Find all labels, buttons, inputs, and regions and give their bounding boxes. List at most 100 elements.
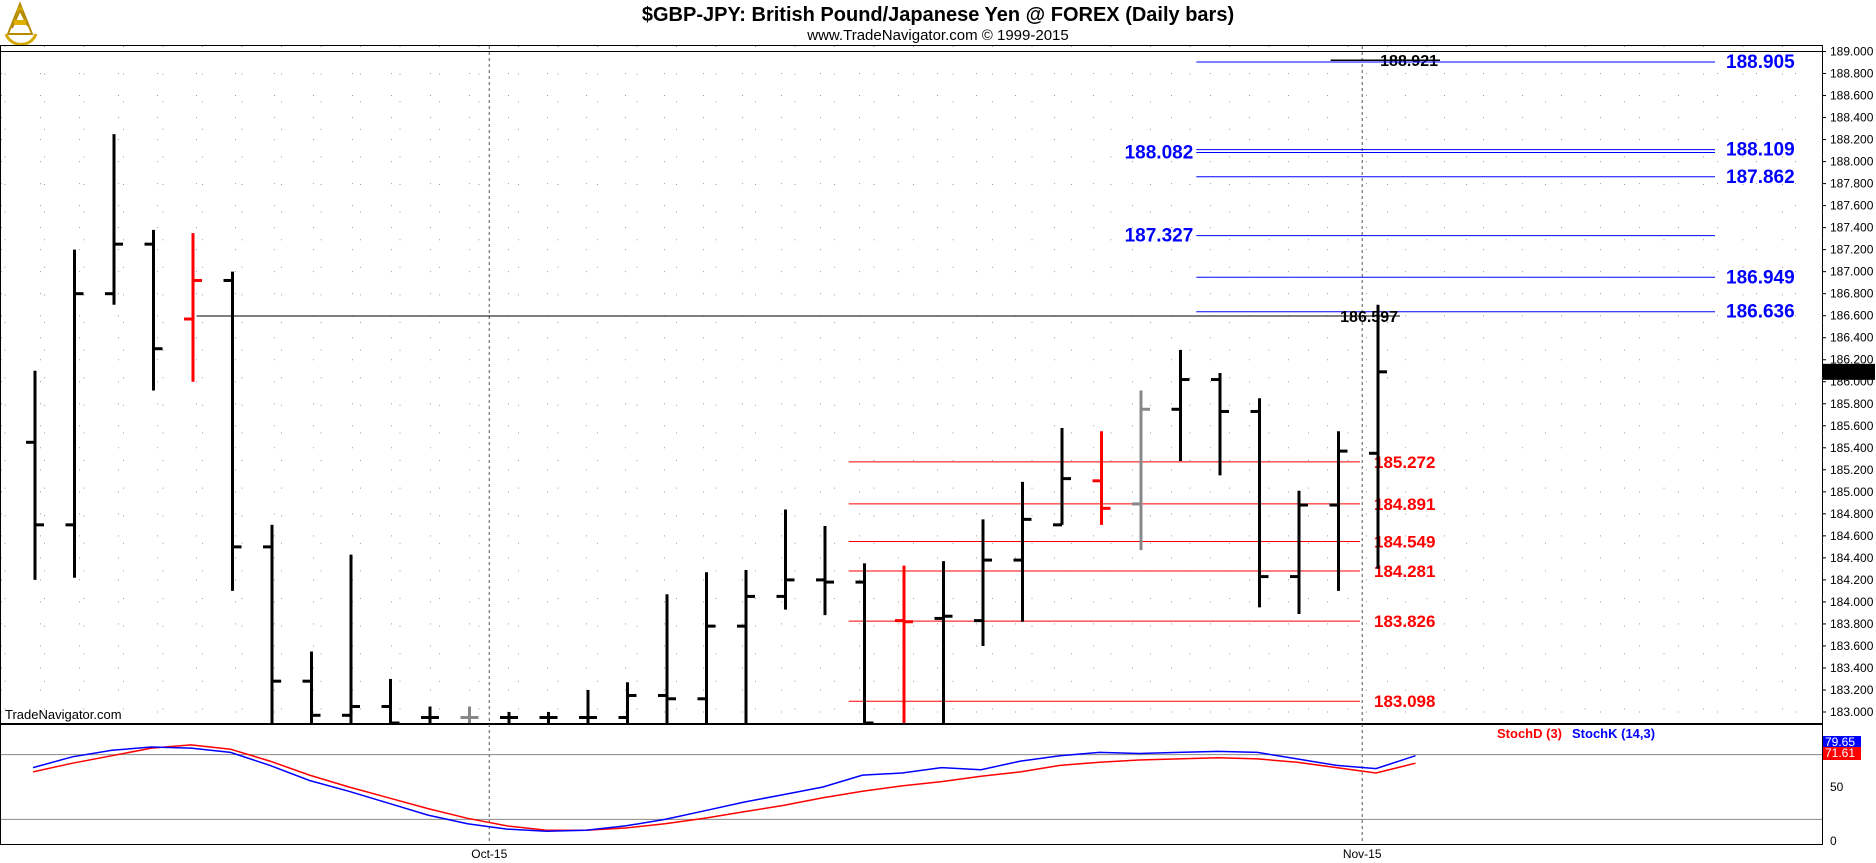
price-tick-label: 183.000 <box>1830 705 1874 719</box>
ohlc-bar <box>460 706 479 723</box>
stochastic-tick-label: 50 <box>1830 780 1844 794</box>
chart-subtitle: www.TradeNavigator.com © 1999-2015 <box>806 27 1068 44</box>
price-tick-label: 184.400 <box>1830 551 1874 565</box>
ohlc-bar <box>65 249 84 578</box>
price-tick-label: 188.800 <box>1830 67 1874 81</box>
price-tick-label: 187.600 <box>1830 199 1874 213</box>
ohlc-bar <box>658 594 676 723</box>
price-tick-label: 186.200 <box>1830 353 1874 367</box>
ohlc-bar <box>895 565 913 723</box>
level-label: 185.272 <box>1374 453 1435 472</box>
watermark: TradeNavigator.com <box>5 707 122 722</box>
price-tick-label: 185.800 <box>1830 397 1874 411</box>
price-tick-label: 184.600 <box>1830 529 1874 543</box>
stochastic-tick-label: 0 <box>1830 834 1837 848</box>
level-label: 184.549 <box>1374 532 1435 551</box>
level-label: 184.281 <box>1374 562 1435 581</box>
ohlc-bar <box>1132 390 1150 551</box>
price-tick-label: 188.200 <box>1830 133 1874 147</box>
ohlc-bar <box>1211 372 1229 476</box>
ohlc-bar <box>1013 481 1032 622</box>
ohlc-bar <box>1250 398 1269 608</box>
level-label: 186.597 <box>1340 309 1398 326</box>
date-axis: Oct-15 Nov-15 <box>471 847 1382 861</box>
stochastic-value-tag-bg <box>1823 747 1861 760</box>
ohlc-bar <box>974 519 992 646</box>
ohlc-bar <box>697 572 716 723</box>
price-tick-label: 185.400 <box>1830 441 1874 455</box>
last-price-tag: 186.090 <box>1826 365 1870 379</box>
level-label: 188.905 <box>1726 52 1795 73</box>
price-tick-label: 189.000 <box>1830 45 1874 59</box>
level-label: 187.862 <box>1726 167 1795 188</box>
ohlc-bar <box>263 524 281 723</box>
price-tick-label: 185.000 <box>1830 485 1874 499</box>
ohlc-bar <box>105 134 123 305</box>
price-tick-label: 183.200 <box>1830 683 1874 697</box>
ohlc-bar <box>579 689 597 723</box>
ohlc-bar <box>26 370 44 580</box>
price-tick-label: 184.000 <box>1830 595 1874 609</box>
date-tick-label: Nov-15 <box>1343 847 1382 861</box>
last-price-tag-bg <box>1823 363 1875 380</box>
grid <box>1 46 1823 844</box>
level-label: 186.636 <box>1726 302 1795 323</box>
ohlc-bar <box>144 229 163 391</box>
date-tick-label: Oct-15 <box>471 847 507 861</box>
ohlc-bar <box>1092 431 1111 525</box>
ohlc-bar <box>1369 304 1387 569</box>
ohlc-bar <box>184 233 202 382</box>
chart-title: $GBP-JPY: British Pound/Japanese Yen @ F… <box>642 4 1234 26</box>
price-tick-label: 186.800 <box>1830 287 1874 301</box>
price-tick-label: 187.800 <box>1830 177 1874 191</box>
ohlc-bar <box>855 563 874 725</box>
ohlc-bar <box>1329 431 1348 591</box>
ohlc-bar <box>737 569 755 723</box>
ohlc-bar <box>934 561 953 723</box>
price-tick-label: 187.400 <box>1830 221 1874 235</box>
price-tick-label: 183.400 <box>1830 661 1874 675</box>
stochastic-value-tag-bg <box>1823 736 1861 749</box>
price-tick-label: 188.600 <box>1830 89 1874 103</box>
level-label: 183.826 <box>1374 612 1435 631</box>
ohlc-bar <box>223 271 242 591</box>
price-tick-label: 188.000 <box>1830 155 1874 169</box>
ohlc-bar <box>381 678 400 725</box>
legend-stoch-k: StochK (14,3) <box>1572 726 1655 741</box>
stoch-k-line <box>32 746 1416 833</box>
level-label: 184.891 <box>1374 495 1435 514</box>
level-label: 188.109 <box>1726 140 1795 161</box>
ohlc-bar <box>421 706 439 723</box>
price-axis: 183.000 183.200 183.400 183.600 183.800 184.0… <box>1822 45 1875 719</box>
ohlc-bar <box>500 711 518 723</box>
price-tick-label: 185.200 <box>1830 463 1874 477</box>
level-label: 187.327 <box>1125 226 1194 247</box>
stoch-d-line <box>32 744 1416 831</box>
level-label: 183.098 <box>1374 692 1435 711</box>
ohlc-bar <box>1171 349 1190 462</box>
stochastic-value-tag: 79.65 <box>1825 735 1855 749</box>
sextant-logo-icon <box>4 1 38 46</box>
price-tick-label: 187.000 <box>1830 265 1874 279</box>
level-label: 188.082 <box>1125 143 1194 164</box>
ohlc-bar <box>618 682 637 723</box>
ohlc-bar <box>1290 490 1308 615</box>
price-tick-label: 186.600 <box>1830 309 1874 323</box>
price-bars <box>26 134 1387 725</box>
price-tick-label: 187.200 <box>1830 243 1874 257</box>
price-tick-label: 185.600 <box>1830 419 1874 433</box>
price-tick-label: 183.800 <box>1830 617 1874 631</box>
ohlc-bar <box>342 554 360 723</box>
price-tick-label: 188.400 <box>1830 111 1874 125</box>
ohlc-bar <box>539 711 558 723</box>
legend-stoch-d: StochD (3) <box>1497 726 1562 741</box>
stochastic-value-tag: 71.61 <box>1825 746 1855 760</box>
ohlc-bar <box>776 509 795 610</box>
price-tick-label: 184.800 <box>1830 507 1874 521</box>
price-tick-label: 183.600 <box>1830 639 1874 653</box>
price-tick-label: 186.400 <box>1830 331 1874 345</box>
ohlc-bar <box>302 651 321 723</box>
price-tick-label: 184.200 <box>1830 573 1874 587</box>
